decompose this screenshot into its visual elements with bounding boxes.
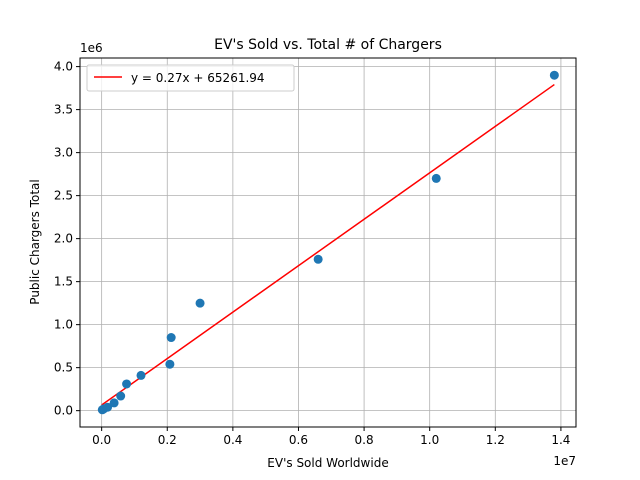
x-axis-offset-label: 1e7 — [553, 454, 576, 468]
legend: y = 0.27x + 65261.94 — [86, 64, 295, 92]
data-point — [122, 379, 132, 389]
grid — [80, 58, 576, 427]
data-point — [195, 298, 205, 308]
plot-frame — [79, 57, 577, 428]
x-tick-label: 0.6 — [289, 433, 308, 447]
data-points — [97, 70, 559, 415]
data-point — [165, 359, 175, 369]
fit-line — [101, 83, 555, 406]
y-tick-label: 0.5 — [54, 361, 73, 375]
x-tick-label: 0.0 — [92, 433, 111, 447]
chart-title: EV's Sold vs. Total # of Chargers — [214, 37, 442, 53]
y-axis-label: Public Chargers Total — [28, 179, 42, 304]
data-point — [431, 173, 441, 183]
y-tick-label: 3.0 — [54, 146, 73, 160]
x-axis-ticks: 0.0 0.2 0.4 0.6 0.8 1.0 1.2 1.4 — [92, 427, 570, 447]
data-point — [313, 254, 323, 264]
y-tick-label: 0.0 — [54, 404, 73, 418]
legend-box — [86, 64, 295, 92]
legend-label: y = 0.27x + 65261.94 — [131, 71, 265, 85]
x-tick-label: 0.4 — [223, 433, 242, 447]
data-point — [166, 333, 176, 343]
x-tick-label: 0.8 — [355, 433, 374, 447]
y-tick-label: 4.0 — [54, 60, 73, 74]
x-tick-label: 1.2 — [486, 433, 505, 447]
y-tick-label: 2.5 — [54, 189, 73, 203]
data-point — [116, 391, 126, 401]
y-tick-label: 2.0 — [54, 232, 73, 246]
y-axis-offset-label: 1e6 — [80, 41, 103, 55]
regression-line — [101, 83, 555, 406]
data-point — [103, 402, 113, 412]
data-point — [549, 70, 559, 80]
y-tick-label: 1.5 — [54, 275, 73, 289]
data-point — [136, 370, 146, 380]
x-axis-label: EV's Sold Worldwide — [267, 456, 388, 470]
x-tick-label: 0.2 — [158, 433, 177, 447]
x-tick-label: 1.0 — [420, 433, 439, 447]
x-tick-label: 1.4 — [551, 433, 570, 447]
data-point — [109, 398, 119, 408]
y-tick-label: 3.5 — [54, 103, 73, 117]
y-tick-label: 1.0 — [54, 318, 73, 332]
y-axis-ticks: 0.0 0.5 1.0 1.5 2.0 2.5 3.0 3.5 4.0 — [54, 60, 80, 418]
